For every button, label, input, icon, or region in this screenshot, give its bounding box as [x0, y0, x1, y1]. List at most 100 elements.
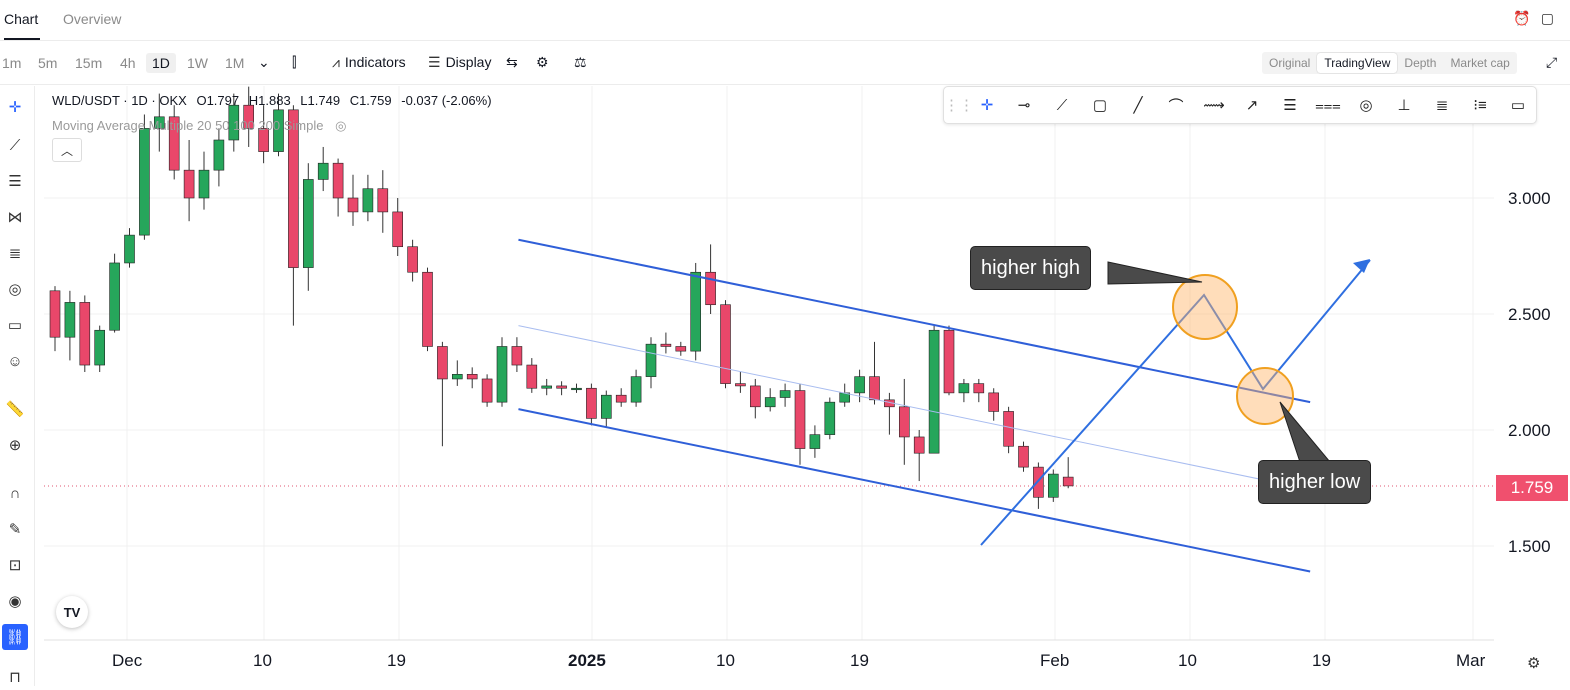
candle-down [1033, 466, 1044, 498]
candle-up [645, 343, 657, 377]
channel-lower-line [518, 408, 1311, 573]
levels-icon[interactable]: ≣ [1435, 97, 1449, 114]
higher-low-circle [1236, 367, 1294, 425]
candle-up [362, 188, 374, 213]
timeframe-1m[interactable]: 1m [2, 55, 22, 71]
indicator-label[interactable]: Moving Average Multiple 20 50 100 200 Si… [52, 118, 324, 133]
channel-middle-line [518, 325, 1303, 489]
tradingview-logo[interactable]: TV [56, 596, 88, 628]
candle-down [705, 271, 716, 306]
circle-tool-icon[interactable]: ◎ [8, 281, 22, 298]
timeframe-4h[interactable]: 4h [120, 55, 136, 71]
timeframe-15m[interactable]: 15m [75, 55, 103, 71]
display-icon: ☰ [428, 54, 441, 70]
higher-high-pointer [1107, 261, 1203, 285]
fullscreen-icon[interactable]: ⤢ [1546, 54, 1558, 70]
horizontal-lines-icon[interactable]: ☰ [8, 173, 22, 190]
timeframe-dropdown-icon[interactable]: ⌄ [258, 54, 270, 70]
tab-chart[interactable]: Chart [4, 11, 39, 27]
window-icon[interactable]: ▢ [1540, 10, 1554, 26]
trend-line-icon[interactable]: ⟋ [1056, 96, 1068, 114]
symbol-label[interactable]: WLD/USDT · 1D · OKX [52, 93, 187, 108]
ruler-icon[interactable]: 📏 [5, 401, 25, 418]
timeframe-1m-month[interactable]: 1M [225, 55, 245, 71]
comment-icon[interactable]: ▭ [1510, 97, 1526, 114]
lock-icon[interactable]: ⊡ [8, 557, 22, 574]
channel-upper-line [518, 238, 1311, 404]
time-label-feb: Feb [1040, 651, 1070, 670]
crosshair-icon[interactable]: ✛ [8, 99, 22, 116]
compare-icon[interactable]: ⇆ [506, 54, 518, 70]
parallel-channel-icon[interactable]: ☰ [1283, 97, 1297, 114]
view-tradingview[interactable]: TradingView [1317, 53, 1398, 73]
candle-down [466, 374, 478, 380]
crosshair-icon[interactable]: ✛ [980, 97, 994, 114]
time-label-feb-10: 10 [1178, 651, 1197, 670]
view-original[interactable]: Original [1269, 56, 1311, 70]
magnet-icon[interactable]: ∩ [9, 484, 21, 502]
trash-icon[interactable]: ⊓ [9, 669, 21, 686]
alert-icon[interactable]: ⏰ [1513, 10, 1531, 26]
time-label-dec-19: 19 [387, 651, 406, 670]
view-depth[interactable]: Depth [1404, 56, 1437, 70]
candle-type-icon[interactable]: ⫿ [292, 54, 297, 70]
candle-down [258, 128, 269, 152]
zoom-in-icon[interactable]: ⊕ [8, 437, 22, 454]
eye-off-icon[interactable]: ◎ [335, 118, 347, 133]
indicators-icon: ⩘ [332, 54, 340, 70]
axis-settings-icon[interactable]: ⚙ [1527, 655, 1541, 672]
projection-path [980, 259, 1371, 546]
fib-levels-icon[interactable]: ≣ [8, 245, 22, 262]
comment-icon[interactable]: ▭ [7, 317, 23, 334]
candle-up [690, 271, 702, 352]
link-icon[interactable]: ⛓ [2, 624, 28, 650]
drag-handle-icon[interactable]: ⋮⋮ [944, 97, 974, 114]
arrow-icon[interactable]: ↗ [1245, 97, 1259, 114]
price-range-icon[interactable]: ⊥ [1397, 97, 1411, 114]
trend-line-icon[interactable]: ⟋ [9, 136, 21, 154]
candle-down [243, 104, 254, 129]
candle-down [168, 116, 180, 171]
emoji-icon[interactable]: ☺ [7, 352, 23, 370]
candle-up [273, 109, 284, 152]
gear-icon[interactable]: ⚙ [536, 54, 549, 70]
candle-up [213, 139, 225, 171]
candle-up [124, 234, 135, 264]
price-label-1500: 1.500 [1508, 537, 1551, 556]
collapse-legend-button[interactable]: ︿ [52, 138, 82, 162]
horizontal-ray-icon[interactable]: ⊸ [1017, 97, 1031, 114]
pattern-icon[interactable]: ⋈ [7, 209, 23, 226]
candle-down [332, 162, 344, 199]
left-drawing-toolbar: ✛ ⟋ ☰ ⋈ ≣ ◎ ▭ ☺ 📏 ⊕ ∩ ✎ ⊡ ◉ ⛓ ⊓ [0, 86, 35, 686]
indicators-label: Indicators [344, 54, 406, 70]
indicators-button[interactable]: ⩘ Indicators [332, 54, 406, 71]
projection-arrowhead [1353, 259, 1370, 273]
candle-up [302, 179, 314, 268]
higher-high-callout[interactable]: higher high [970, 246, 1091, 290]
scale-icon[interactable]: ⚖ [574, 54, 587, 70]
higher-low-callout[interactable]: higher low [1258, 460, 1372, 504]
circle-icon[interactable]: ◎ [1359, 97, 1373, 114]
timeframe-5m[interactable]: 5m [38, 55, 58, 71]
active-tab-indicator [4, 38, 40, 40]
candle-up [600, 394, 612, 419]
ordered-list-icon[interactable]: ⁝≡ [1473, 97, 1487, 114]
timeframe-1w[interactable]: 1W [187, 55, 208, 71]
view-market-cap[interactable]: Market cap [1450, 56, 1510, 70]
display-button[interactable]: ☰ Display [428, 54, 491, 71]
candle-down [720, 304, 731, 384]
tab-overview[interactable]: Overview [63, 11, 122, 27]
eye-icon[interactable]: ◉ [8, 593, 22, 610]
timeframe-1d[interactable]: 1D [146, 53, 176, 73]
rectangle-icon[interactable]: ▢ [1092, 97, 1108, 114]
candle-up [809, 434, 821, 449]
pencil-lock-icon[interactable]: ✎ [8, 521, 22, 538]
candle-down [898, 406, 910, 438]
fib-icon[interactable]: ⩶ [1315, 96, 1341, 114]
time-label-mar: Mar [1456, 651, 1486, 670]
curve-icon[interactable]: ⌒ [1168, 97, 1184, 115]
path-icon[interactable]: ⟿ [1203, 97, 1225, 114]
candle-down [183, 169, 195, 199]
line-icon[interactable]: ╱ [1133, 97, 1143, 114]
